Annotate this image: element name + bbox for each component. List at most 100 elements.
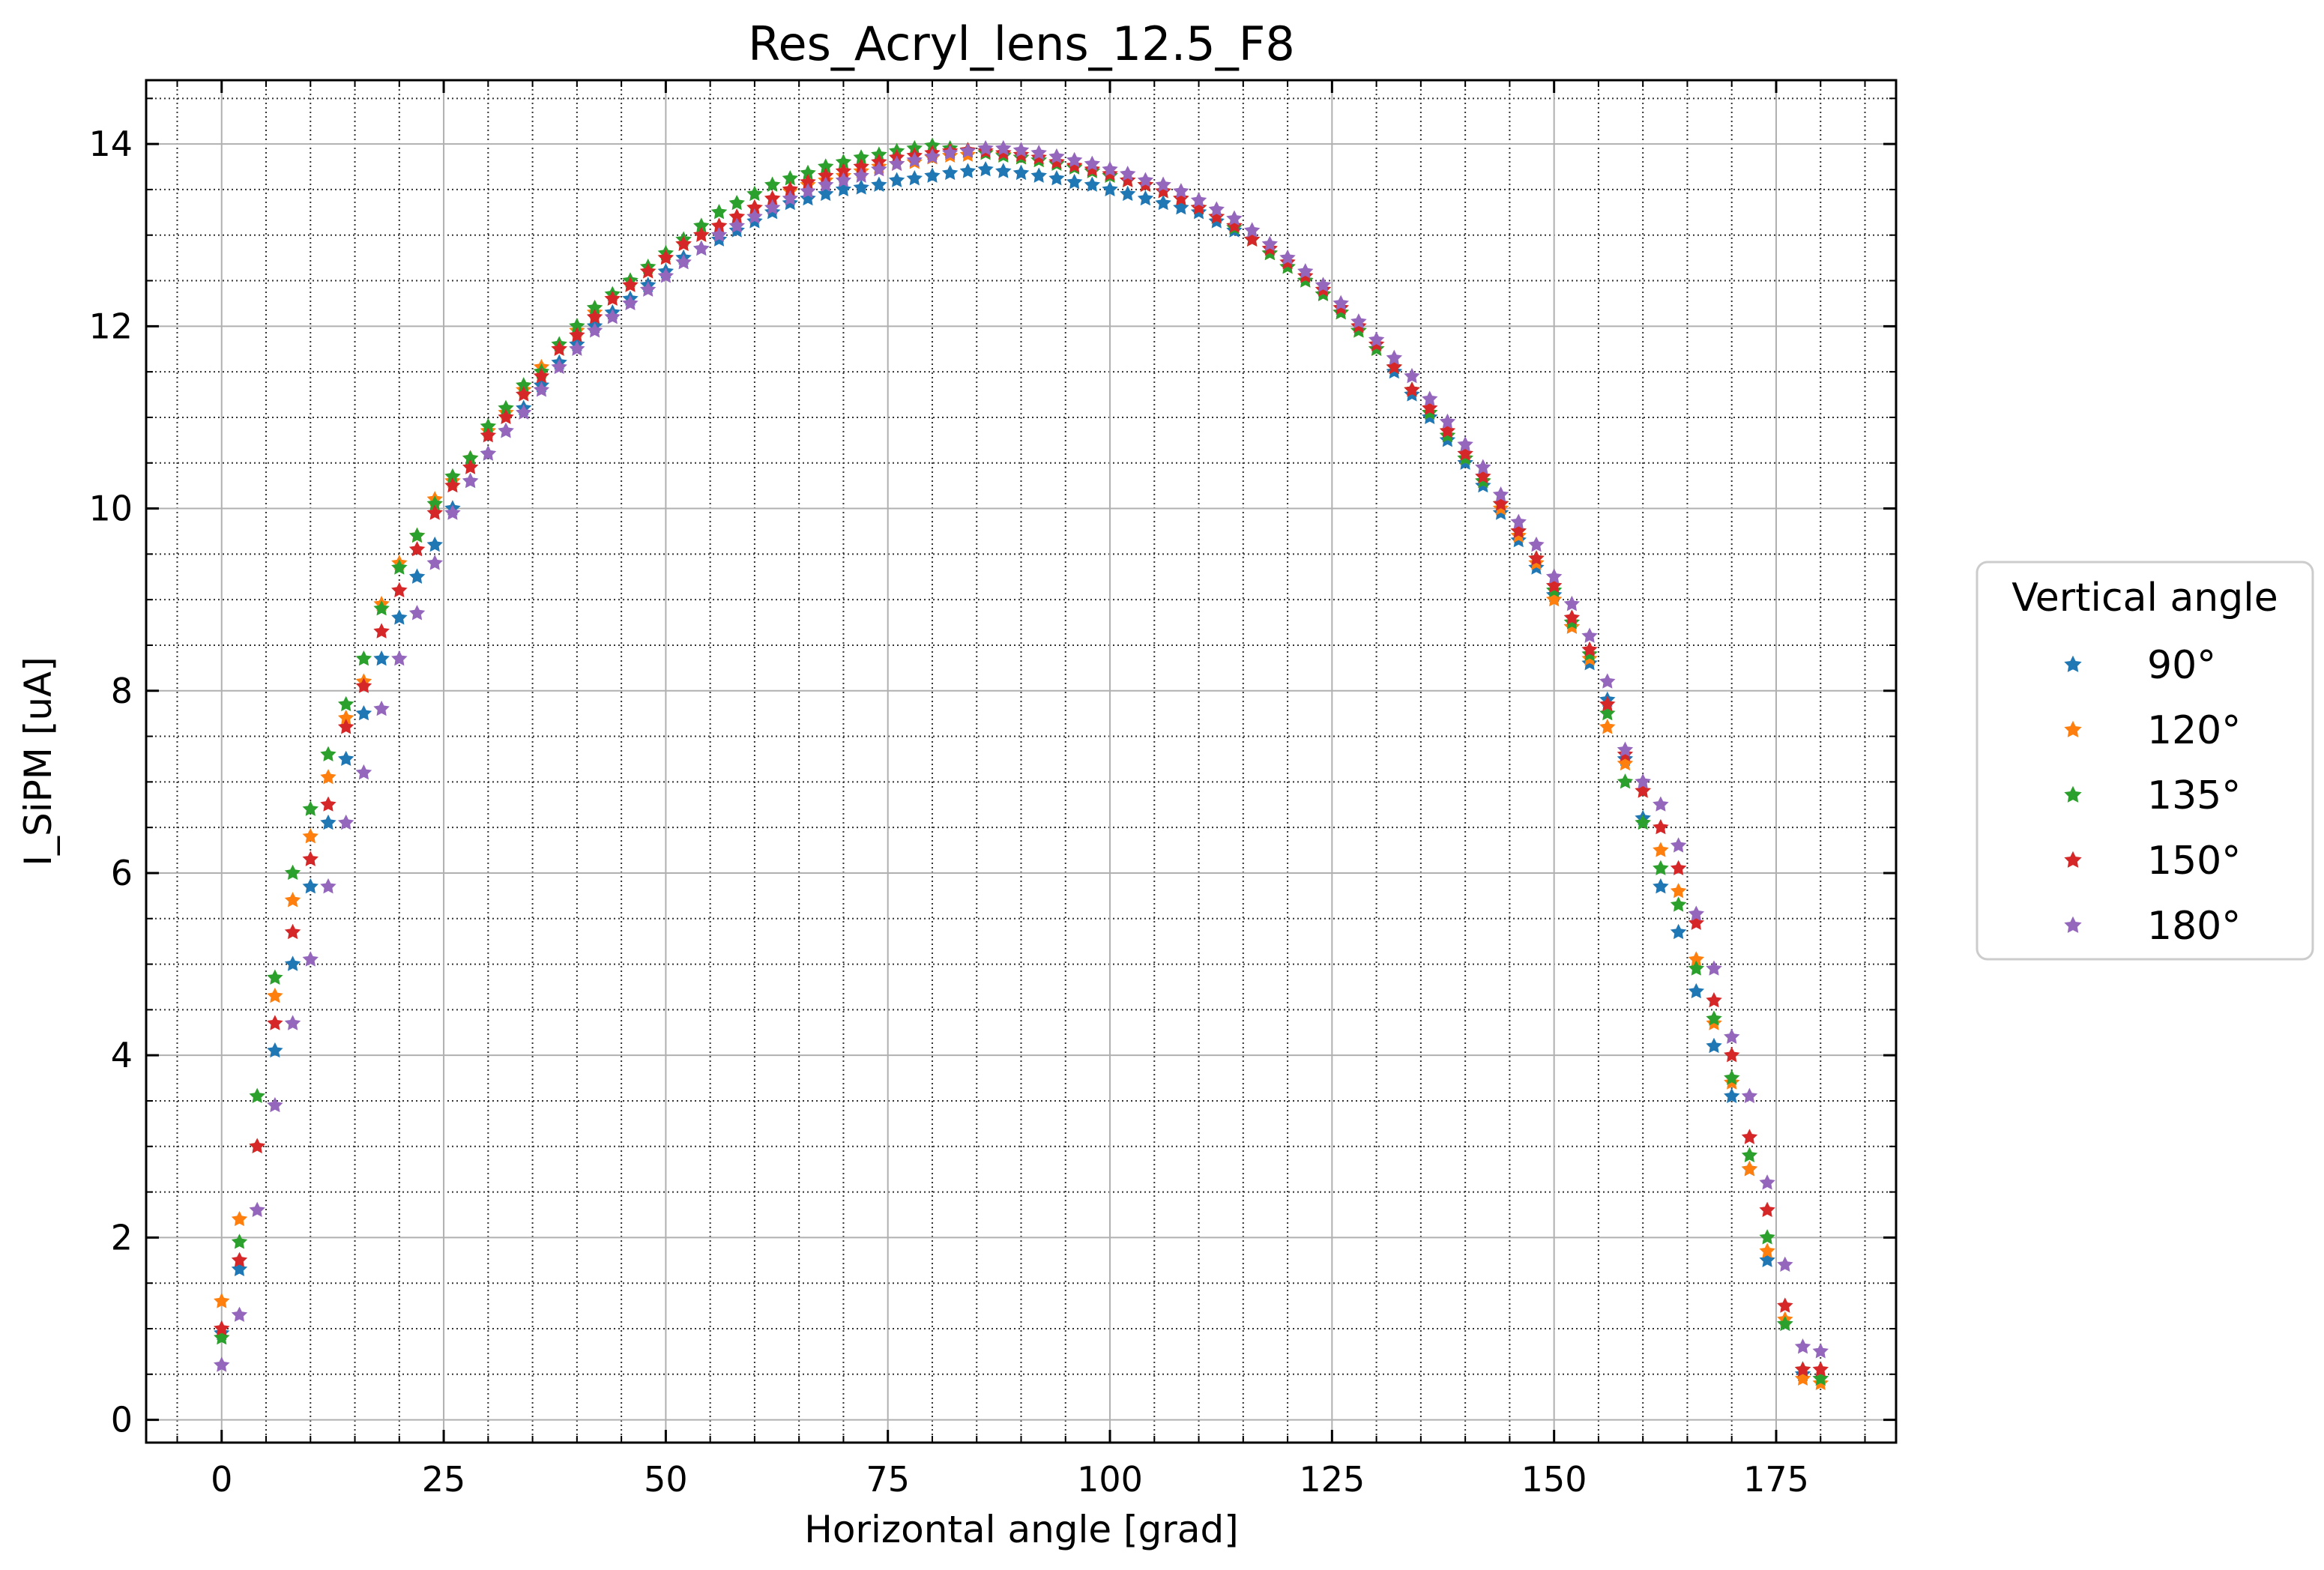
data-point xyxy=(1243,231,1261,247)
legend-item: 90° xyxy=(2064,643,2216,688)
data-point xyxy=(1492,486,1509,502)
data-point xyxy=(995,163,1012,178)
data-point xyxy=(1226,210,1243,226)
data-point xyxy=(818,176,834,192)
legend-label: 135° xyxy=(2147,773,2241,818)
data-point xyxy=(941,145,959,160)
data-point xyxy=(1653,796,1669,812)
legend: Vertical angle 90° 120° 135° 150° 180° xyxy=(1976,561,2314,961)
data-point xyxy=(373,600,390,616)
y-tick-label: 2 xyxy=(111,1217,133,1257)
data-point xyxy=(1173,183,1189,199)
data-point xyxy=(995,139,1012,156)
data-point xyxy=(1066,173,1083,190)
data-point xyxy=(373,700,390,716)
data-point xyxy=(284,892,301,908)
data-point xyxy=(959,142,977,158)
data-point xyxy=(302,800,319,816)
y-tick-labels: 0 2 4 6 8 10 12 14 xyxy=(88,124,133,1440)
data-point xyxy=(710,226,728,242)
x-tick-label: 100 xyxy=(1077,1459,1143,1500)
data-point xyxy=(462,459,479,474)
data-point xyxy=(214,1329,230,1345)
data-point xyxy=(533,367,550,384)
legend-label: 120° xyxy=(2147,708,2241,753)
data-point xyxy=(1368,331,1385,347)
data-point xyxy=(622,277,639,292)
data-point xyxy=(1137,190,1154,206)
minor-grid xyxy=(146,80,1896,1443)
data-point xyxy=(498,408,514,425)
data-point xyxy=(1741,1147,1758,1163)
data-point xyxy=(728,194,745,211)
data-point xyxy=(746,208,763,224)
data-point xyxy=(1475,468,1491,484)
data-point xyxy=(1012,142,1030,157)
data-point xyxy=(408,568,426,584)
y-axis-title: I_SiPM [uA] xyxy=(16,656,60,866)
data-point xyxy=(906,170,923,186)
data-point xyxy=(1617,773,1634,789)
data-point xyxy=(408,541,426,557)
data-point xyxy=(480,445,497,461)
data-point xyxy=(320,814,336,830)
data-point xyxy=(1261,235,1279,252)
data-point xyxy=(284,923,301,940)
data-point xyxy=(1653,842,1669,857)
data-point xyxy=(693,226,710,242)
data-point xyxy=(1173,199,1189,215)
data-point xyxy=(871,176,887,192)
data-point xyxy=(871,160,887,177)
data-point xyxy=(1759,1243,1775,1258)
data-point xyxy=(835,172,852,187)
data-point xyxy=(1706,960,1722,976)
data-point xyxy=(1279,249,1296,265)
data-point xyxy=(657,268,674,283)
data-point xyxy=(888,172,905,187)
data-point xyxy=(1528,550,1545,566)
data-point xyxy=(1812,1361,1829,1377)
y-tick-label: 12 xyxy=(88,306,133,346)
data-point xyxy=(693,240,710,256)
data-point xyxy=(1404,381,1420,397)
data-point xyxy=(533,381,550,397)
data-point xyxy=(480,427,497,443)
data-point xyxy=(1653,818,1669,835)
data-point xyxy=(924,167,941,183)
data-point xyxy=(1155,183,1171,199)
data-point xyxy=(764,176,781,192)
data-point xyxy=(1706,1037,1722,1054)
data-point xyxy=(622,295,639,311)
data-point xyxy=(1084,176,1101,192)
y-tick-label: 14 xyxy=(88,124,133,164)
data-point xyxy=(1190,192,1207,208)
data-point xyxy=(320,769,336,785)
chart-title: Res_Acryl_lens_12.5_F8 xyxy=(748,16,1295,71)
data-point xyxy=(906,151,923,168)
data-point xyxy=(1528,536,1545,552)
data-point xyxy=(516,386,532,402)
data-point xyxy=(746,185,763,202)
data-point xyxy=(1599,704,1616,721)
data-point xyxy=(1226,217,1243,233)
x-tick-labels: 0 25 50 75 100 125 150 175 xyxy=(211,1459,1809,1500)
data-point xyxy=(1404,367,1420,384)
data-point xyxy=(1706,1010,1722,1026)
data-point xyxy=(1120,185,1136,202)
data-point xyxy=(1422,399,1438,415)
data-point xyxy=(214,1293,230,1308)
data-point xyxy=(1457,445,1473,461)
data-point xyxy=(1084,155,1101,172)
data-point xyxy=(1492,495,1509,511)
data-point xyxy=(1315,277,1332,292)
x-tick-label: 50 xyxy=(644,1459,688,1500)
data-point xyxy=(355,704,372,721)
data-point xyxy=(267,1015,283,1030)
data-point xyxy=(675,253,692,270)
data-point xyxy=(355,764,372,780)
data-point xyxy=(675,235,692,252)
data-point xyxy=(1510,522,1527,539)
y-tick-label: 0 xyxy=(111,1400,133,1440)
legend-title: Vertical angle xyxy=(2011,576,2278,621)
